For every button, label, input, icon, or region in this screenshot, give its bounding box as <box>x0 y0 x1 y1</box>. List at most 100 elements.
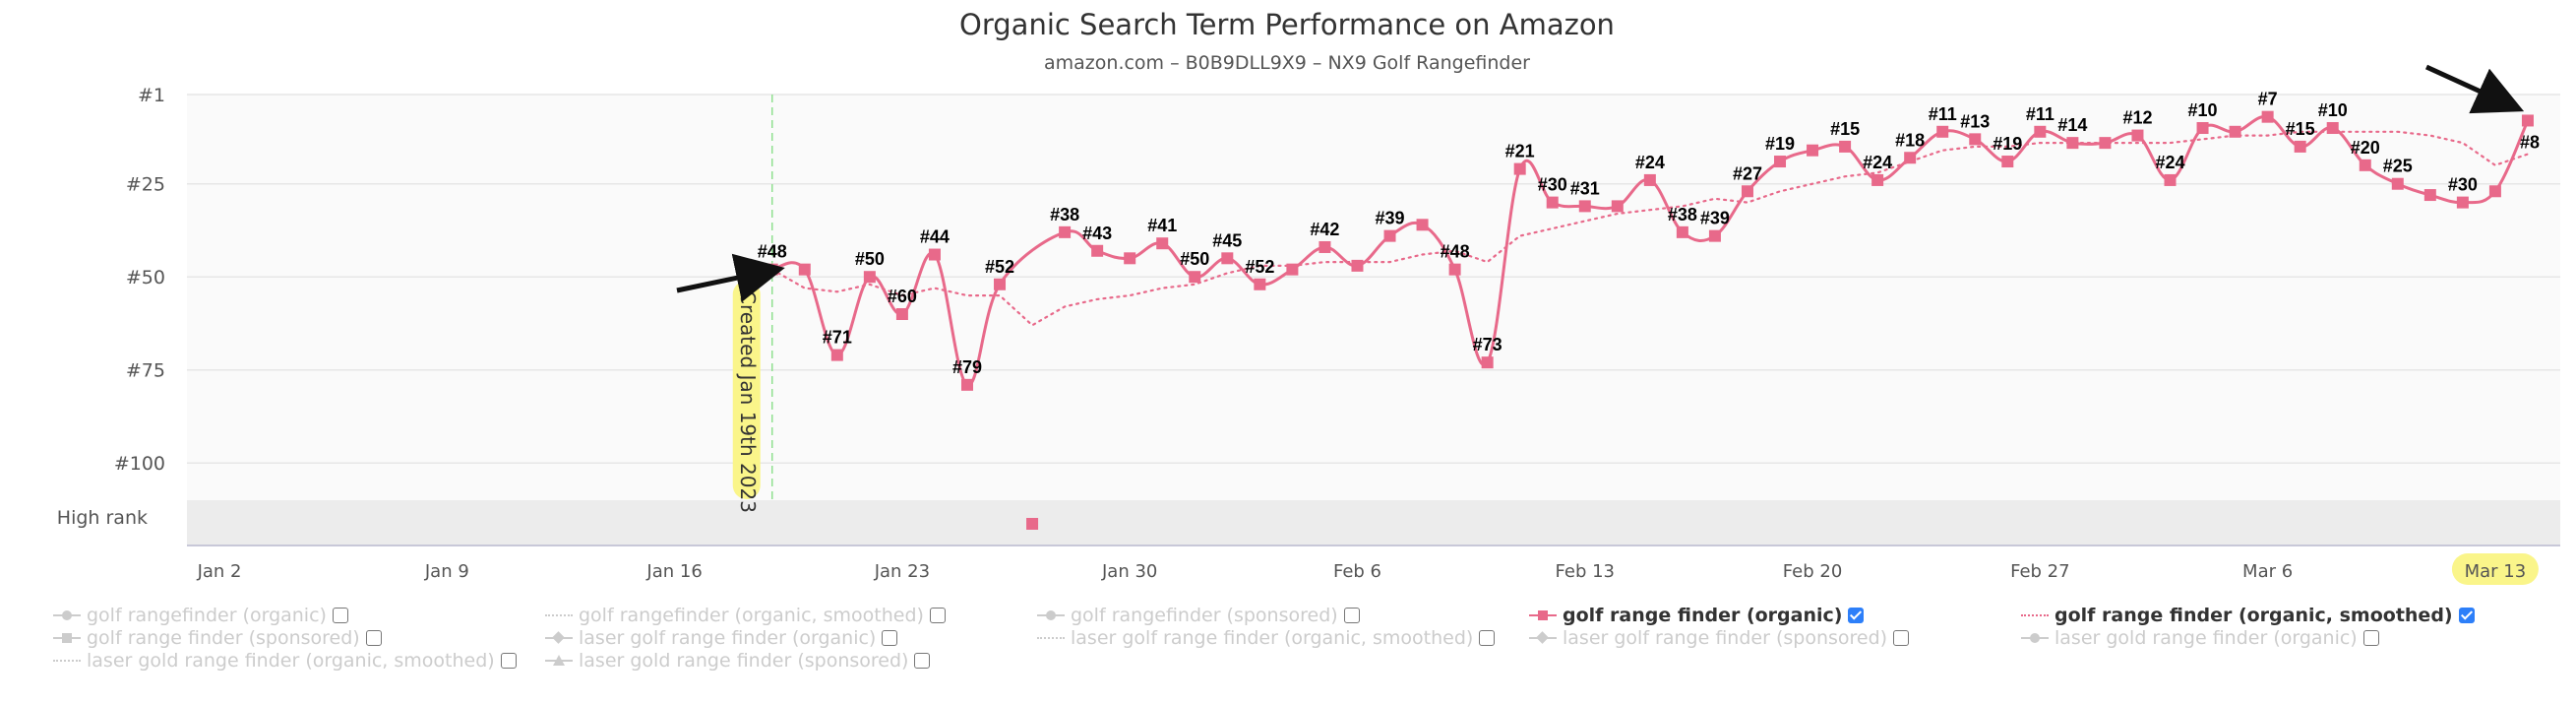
data-label: #19 <box>1765 134 1795 154</box>
data-point[interactable] <box>1578 200 1591 213</box>
high-rank-point[interactable] <box>1026 518 1039 530</box>
data-point[interactable] <box>2391 177 2404 190</box>
x-tick-label: Feb 20 <box>1783 561 1843 582</box>
dotted-icon <box>545 605 573 626</box>
data-point[interactable] <box>928 248 941 261</box>
legend-checkbox[interactable] <box>929 608 946 623</box>
legend-item[interactable]: laser gold range finder (organic) <box>2021 627 2513 649</box>
data-point[interactable] <box>1969 133 1982 146</box>
data-point[interactable] <box>1091 244 1104 257</box>
diamond-icon <box>1529 627 1557 649</box>
data-point[interactable] <box>2066 137 2079 150</box>
data-point[interactable] <box>1708 229 1721 242</box>
x-tick-label: Jan 30 <box>1101 561 1157 582</box>
organic-series <box>766 110 2534 391</box>
legend-label: laser gold range finder (organic, smooth… <box>87 650 495 672</box>
data-point[interactable] <box>1643 173 1656 186</box>
legend-item[interactable]: golf range finder (organic, smoothed) <box>2021 605 2513 626</box>
legend-checkbox[interactable] <box>1893 630 1910 646</box>
data-point[interactable] <box>863 271 876 284</box>
created-label-bg <box>732 281 761 499</box>
data-label: #31 <box>1570 178 1600 198</box>
x-tick-label: Jan 2 <box>197 561 242 582</box>
data-point[interactable] <box>2261 110 2274 123</box>
data-point[interactable] <box>2294 140 2306 153</box>
data-point[interactable] <box>960 378 973 391</box>
gridlines <box>187 94 2560 464</box>
legend: golf rangefinder (organic) golf rangefind… <box>53 605 2552 672</box>
legend-item[interactable]: golf range finder (organic) <box>1529 605 2021 626</box>
data-point[interactable] <box>1059 225 1072 238</box>
legend-checkbox[interactable] <box>2362 630 2379 646</box>
data-point[interactable] <box>2131 129 2144 142</box>
data-point[interactable] <box>994 278 1007 290</box>
data-point[interactable] <box>1546 196 1559 209</box>
data-point[interactable] <box>1254 278 1266 290</box>
data-point[interactable] <box>1611 200 1624 213</box>
data-point[interactable] <box>2326 122 2339 135</box>
legend-item[interactable]: laser gold range finder (sponsored) <box>545 650 1037 672</box>
plot-area <box>187 95 2560 500</box>
legend-checkbox[interactable] <box>365 630 382 646</box>
data-point[interactable] <box>1383 229 1396 242</box>
legend-label: laser gold range finder (sponsored) <box>579 650 909 672</box>
data-point[interactable] <box>1124 252 1136 265</box>
legend-item[interactable]: golf rangefinder (sponsored) <box>1037 605 1529 626</box>
data-point[interactable] <box>2196 122 2209 135</box>
data-point[interactable] <box>2521 114 2534 127</box>
legend-checkbox[interactable] <box>1848 608 1865 623</box>
legend-checkbox[interactable] <box>1343 608 1360 623</box>
data-point[interactable] <box>1774 156 1787 168</box>
data-point[interactable] <box>1676 225 1688 238</box>
data-point[interactable] <box>1156 237 1169 250</box>
data-point[interactable] <box>1481 356 1494 369</box>
y-tick-label: #1 <box>138 85 165 106</box>
data-point[interactable] <box>1351 259 1364 272</box>
data-point[interactable] <box>1839 140 1852 153</box>
legend-item[interactable]: laser golf range finder (organic, smooth… <box>1037 627 1529 649</box>
data-point[interactable] <box>2423 189 2436 202</box>
arrow-left <box>676 253 785 302</box>
data-point[interactable] <box>1448 263 1461 276</box>
data-point[interactable] <box>895 308 908 321</box>
data-point[interactable] <box>2099 137 2112 150</box>
legend-checkbox[interactable] <box>882 630 898 646</box>
legend-item[interactable]: laser golf range finder (sponsored) <box>1529 627 2021 649</box>
data-point[interactable] <box>2488 185 2501 198</box>
data-point[interactable] <box>1189 271 1201 284</box>
dotted-icon <box>2021 605 2049 626</box>
x-tick-highlight <box>2451 553 2539 585</box>
data-point[interactable] <box>1513 162 1526 175</box>
data-point[interactable] <box>2456 196 2469 209</box>
data-point[interactable] <box>1286 263 1299 276</box>
legend-checkbox[interactable] <box>332 608 348 623</box>
data-point[interactable] <box>798 263 811 276</box>
data-point[interactable] <box>1807 144 1819 157</box>
dotted-icon <box>53 650 81 672</box>
data-point[interactable] <box>1871 173 1884 186</box>
legend-item[interactable]: laser gold range finder (organic, smooth… <box>53 650 545 672</box>
data-point[interactable] <box>1904 152 1917 164</box>
legend-item[interactable]: golf rangefinder (organic, smoothed) <box>545 605 1037 626</box>
legend-item[interactable]: golf rangefinder (organic) <box>53 605 545 626</box>
data-label: #25 <box>2383 157 2413 176</box>
legend-checkbox[interactable] <box>2458 608 2475 623</box>
data-point[interactable] <box>2001 156 2014 168</box>
data-point[interactable] <box>1416 219 1429 231</box>
square-icon <box>53 627 81 649</box>
data-point[interactable] <box>1741 185 1753 198</box>
y-tick-label: #100 <box>114 453 165 475</box>
data-point[interactable] <box>1221 252 1234 265</box>
data-point[interactable] <box>2359 159 2371 171</box>
legend-checkbox[interactable] <box>1479 630 1496 646</box>
data-point[interactable] <box>1319 240 1331 253</box>
legend-checkbox[interactable] <box>914 653 931 669</box>
legend-checkbox[interactable] <box>500 653 517 669</box>
data-point[interactable] <box>830 349 843 361</box>
legend-item[interactable]: golf range finder (sponsored) <box>53 627 545 649</box>
data-point[interactable] <box>2034 125 2047 138</box>
data-point[interactable] <box>1936 125 1949 138</box>
data-point[interactable] <box>2229 125 2241 138</box>
legend-item[interactable]: laser golf range finder (organic) <box>545 627 1037 649</box>
data-point[interactable] <box>2164 173 2177 186</box>
